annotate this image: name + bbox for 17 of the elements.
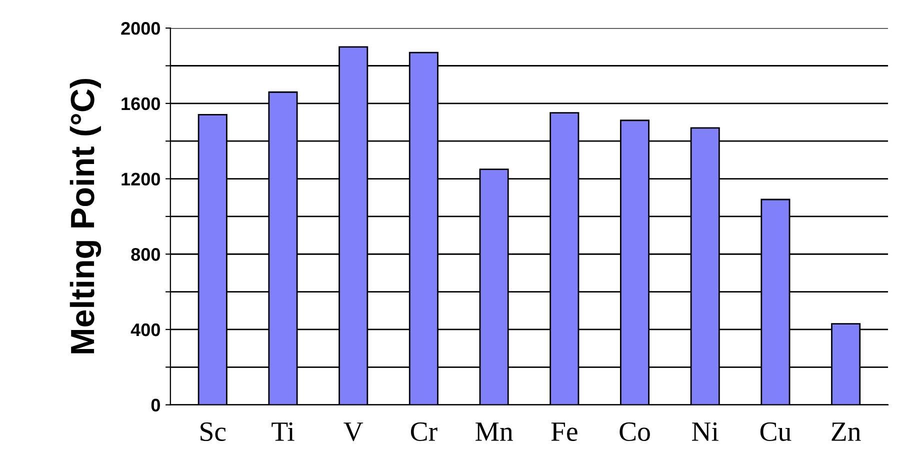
y-tick-label: 800 [131,248,160,261]
y-tick-label: 2000 [121,22,160,35]
x-tick-label: Ti [272,422,294,441]
x-tick-label: V [344,422,364,442]
y-tick-label: 1600 [122,97,160,110]
x-tick-label: Fe [551,422,578,442]
x-tick-label: Zn [832,422,861,441]
x-tick-label: Ni [692,422,718,441]
x-tick-label: Sc [200,422,226,442]
x-tick-label: Mn [476,422,513,441]
y-tick-label: 1200 [122,172,160,186]
y-axis-title: Melting Point (°C) [70,79,102,354]
x-tick-label: Cu [760,422,792,442]
x-tick-label: Co [620,422,650,442]
y-tick-label: 0 [151,398,160,412]
y-tick-label: 400 [130,323,160,336]
x-tick-label: Cr [410,422,438,442]
